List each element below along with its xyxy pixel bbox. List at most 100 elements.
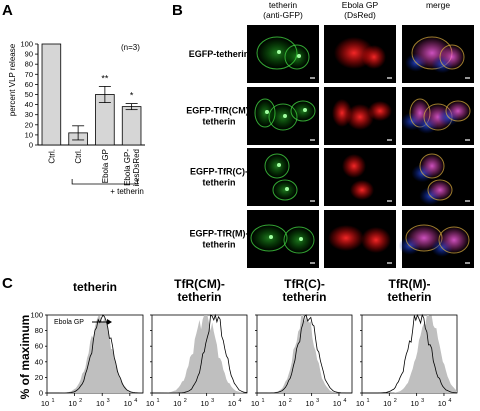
panel-b-letter: B xyxy=(172,2,183,19)
x-tick-label: 10 xyxy=(41,399,49,408)
y-tick-label: 100 xyxy=(20,40,33,49)
control-histogram xyxy=(257,315,352,393)
n-label: (n=3) xyxy=(121,43,140,52)
x-tick-label: 10 xyxy=(146,399,154,408)
cell-green xyxy=(284,227,314,253)
row-label: tetherin xyxy=(202,240,235,250)
y-tick-label: 60 xyxy=(35,342,43,351)
histogram-title: tetherin xyxy=(177,290,221,304)
cell-spot xyxy=(285,187,289,191)
cell-merge xyxy=(439,227,469,253)
significance-mark: * xyxy=(130,91,134,101)
x-tick-label: 10 xyxy=(68,399,76,408)
x-tick-label: 10 xyxy=(438,399,446,408)
histogram-title: tetherin xyxy=(73,280,117,294)
histogram-title: TfR(M)- xyxy=(389,277,431,291)
significance-mark: ** xyxy=(101,73,109,83)
cell-merge xyxy=(440,45,464,69)
row-label: EGFP-TfR(C)- xyxy=(190,167,248,177)
x-tick-label: 10 xyxy=(305,399,313,408)
cell-spot xyxy=(265,110,269,114)
cell-membrane xyxy=(438,226,470,254)
column-header: Ebola GP xyxy=(342,0,379,10)
x-tick-label: 10 xyxy=(251,399,259,408)
x-tick-exponent: 1 xyxy=(156,398,159,404)
histogram-title: TfR(C)- xyxy=(284,277,325,291)
x-tick-label: 10 xyxy=(383,399,391,408)
x-tick-label: 10 xyxy=(96,399,104,408)
x-tick-label: 10 xyxy=(410,399,418,408)
panel-a-ylabel: percent VLP release xyxy=(8,43,17,116)
x-tick-label: 10 xyxy=(200,399,208,408)
x-tick-exponent: 3 xyxy=(421,398,424,404)
cell-membrane xyxy=(283,226,315,254)
cell-red xyxy=(346,104,374,130)
cell-spot xyxy=(269,235,273,239)
y-tick-label: 40 xyxy=(25,100,33,109)
histogram-title: TfR(CM)- xyxy=(174,277,225,291)
plus-tetherin-label: + tetherin xyxy=(110,187,144,196)
y-tick-label: 20 xyxy=(25,120,33,129)
cell-membrane xyxy=(419,153,445,179)
panel-c-ylabel: % of maximum xyxy=(18,315,32,400)
x-tick-exponent: 2 xyxy=(79,398,82,404)
x-tick-label: 10 xyxy=(356,399,364,408)
cell-green xyxy=(269,104,297,130)
x-tick-label: 10 xyxy=(228,399,236,408)
cell-membrane xyxy=(272,179,298,201)
ebola-gp-histogram xyxy=(47,314,143,394)
ebola-gp-histogram xyxy=(257,314,352,394)
x-tick-exponent: 4 xyxy=(134,398,137,404)
cell-membrane xyxy=(264,153,290,179)
x-tick-exponent: 3 xyxy=(107,398,110,404)
row-label: EGFP-TfR(M)- xyxy=(190,229,249,239)
column-header: (DsRed) xyxy=(344,10,376,20)
cell-red xyxy=(350,180,374,200)
bar xyxy=(121,106,142,146)
x-tick-exponent: 4 xyxy=(448,398,451,404)
control-histogram xyxy=(152,315,247,393)
tetherin-bracket xyxy=(71,179,139,185)
cell-red xyxy=(342,154,366,178)
cell-green xyxy=(285,45,309,69)
y-tick-label: 10 xyxy=(25,130,33,139)
y-tick-label: 90 xyxy=(25,50,33,59)
cell-spot xyxy=(299,237,303,241)
y-tick-label: 0 xyxy=(29,141,33,150)
x-tick-exponent: 2 xyxy=(394,398,397,404)
column-header: tetherin xyxy=(269,0,298,10)
y-tick-label: 30 xyxy=(25,110,33,119)
panel-c-letter: C xyxy=(2,275,13,292)
cell-membrane xyxy=(439,44,465,70)
y-tick-label: 40 xyxy=(35,357,43,366)
cell-membrane xyxy=(427,179,453,201)
category-label: iresDsRed xyxy=(132,149,141,186)
x-tick-exponent: 3 xyxy=(316,398,319,404)
legend-label: Ebola GP xyxy=(54,319,84,326)
cell-merge xyxy=(428,180,452,200)
row-label: EGFP-TfR(CM)- xyxy=(186,106,251,116)
cell-spot xyxy=(303,108,307,112)
histogram-title: tetherin xyxy=(282,290,326,304)
x-tick-exponent: 4 xyxy=(238,398,241,404)
cell-membrane xyxy=(284,44,310,70)
x-tick-exponent: 2 xyxy=(289,398,292,404)
row-label: tetherin xyxy=(202,178,235,188)
y-tick-label: 70 xyxy=(25,70,33,79)
cell-green xyxy=(273,180,297,200)
control-histogram xyxy=(362,315,457,393)
y-tick-label: 80 xyxy=(35,326,43,335)
y-tick-label: 80 xyxy=(25,60,33,69)
x-tick-label: 10 xyxy=(173,399,181,408)
ebola-gp-histogram xyxy=(152,313,248,394)
cell-spot xyxy=(283,114,287,118)
panel-a-letter: A xyxy=(2,2,13,19)
panel-b: B tetherin(anti-GFP)Ebola GP(DsRed)merge… xyxy=(172,0,474,268)
column-header: merge xyxy=(426,0,450,10)
cell-green xyxy=(251,225,287,251)
x-tick-exponent: 3 xyxy=(211,398,214,404)
category-label: Ctrl. xyxy=(47,149,56,164)
category-label: Ebola GP xyxy=(101,149,110,183)
